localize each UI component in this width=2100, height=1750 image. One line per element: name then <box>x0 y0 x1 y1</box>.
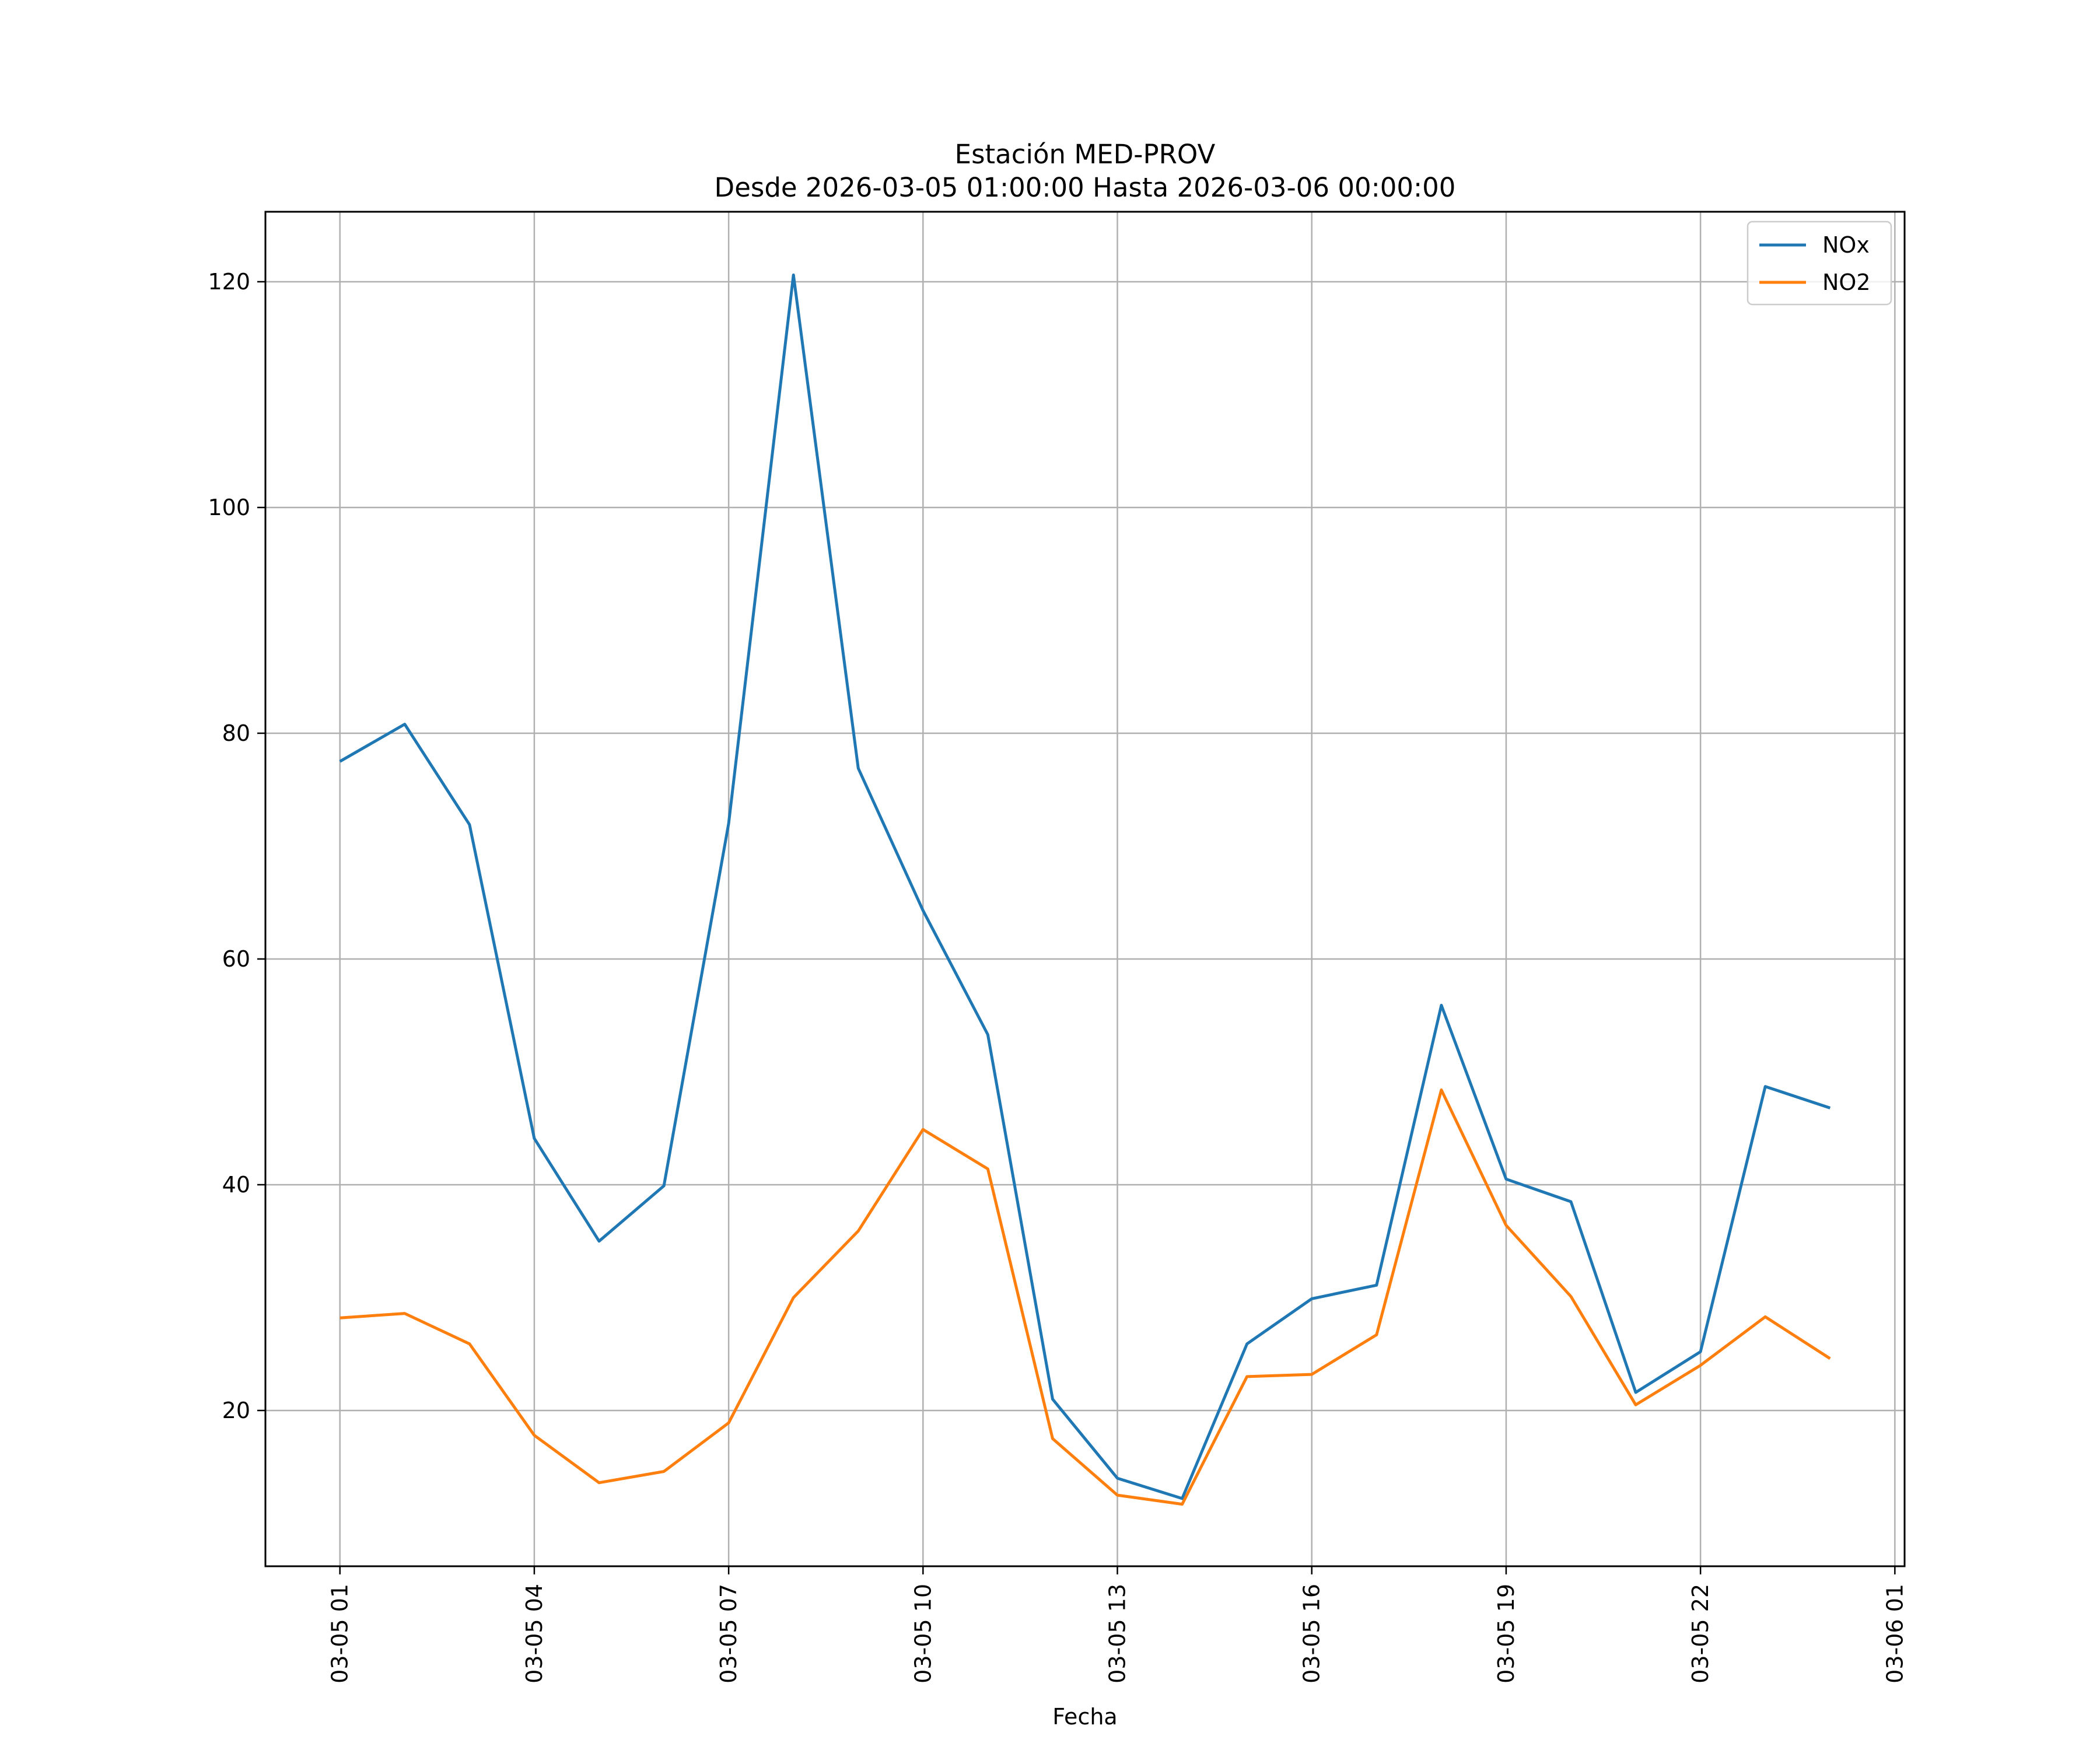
grid <box>265 212 1905 1566</box>
y-tick-label: 100 <box>208 495 250 520</box>
x-tick-label: 03-05 01 <box>327 1584 353 1684</box>
series-lines <box>339 273 1831 1506</box>
x-tick-label: 03-05 07 <box>716 1584 741 1684</box>
y-tick-label: 120 <box>208 269 250 295</box>
axis-ticks: 03-05 01 03-05 04 03-05 07 03-05 10 03-05 13… <box>208 269 1908 1684</box>
series-line-nox <box>339 273 1831 1500</box>
x-tick-label: 03-05 10 <box>910 1584 936 1684</box>
y-tick-label: 60 <box>222 946 250 972</box>
y-tick-label: 20 <box>222 1398 250 1423</box>
plot-frame <box>264 211 1906 1567</box>
legend-label-no2: NO2 <box>1822 270 1871 295</box>
x-axis-label: Fecha <box>1052 1704 1117 1730</box>
y-tick-label: 80 <box>222 720 250 746</box>
x-tick-label: 03-05 19 <box>1493 1584 1519 1684</box>
legend-label-nox: NOx <box>1822 232 1870 258</box>
x-tick-label: 03-05 13 <box>1105 1584 1130 1684</box>
legend: NOx NO2 <box>1746 220 1892 306</box>
y-tick-label: 40 <box>222 1172 250 1198</box>
x-tick-label: 03-05 22 <box>1688 1584 1713 1684</box>
x-tick-label: 03-05 04 <box>522 1584 547 1684</box>
chart-title: Estación MED-PROV <box>955 139 1216 170</box>
series-line-no2 <box>340 1088 1831 1506</box>
x-tick-label: 03-06 01 <box>1882 1584 1908 1684</box>
chart-subtitle: Desde 2026-03-05 01:00:00 Hasta 2026-03-… <box>715 172 1456 203</box>
x-tick-label: 03-05 16 <box>1299 1584 1325 1684</box>
